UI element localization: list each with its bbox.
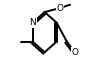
Text: N: N	[29, 18, 36, 27]
Text: O: O	[71, 48, 78, 57]
Text: O: O	[57, 4, 64, 13]
